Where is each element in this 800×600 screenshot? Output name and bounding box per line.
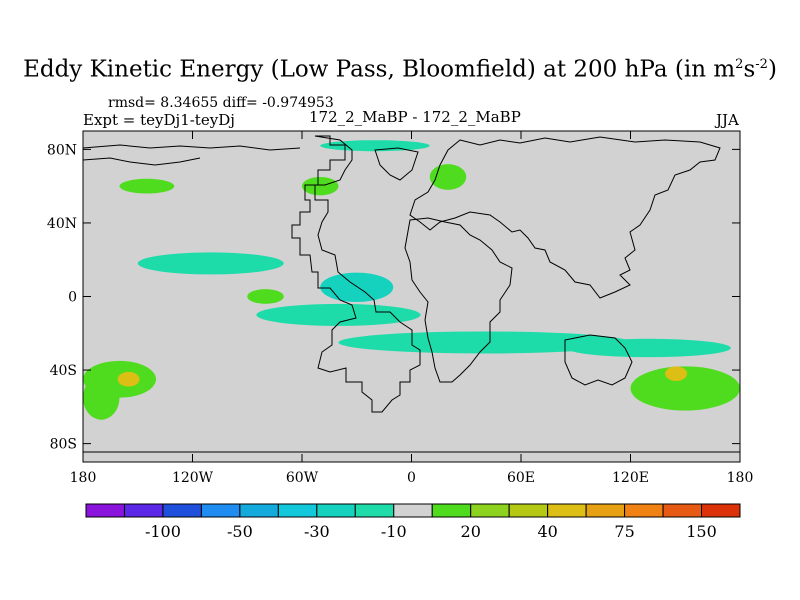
colorbar-box — [431, 503, 472, 518]
colorbar-box — [662, 503, 703, 518]
x-tick-label: 60E — [507, 470, 535, 486]
x-tick-label: 120W — [172, 470, 214, 486]
anomaly-region-13 — [117, 371, 140, 387]
y-tick-label: 0 — [68, 290, 77, 306]
colorbar-box — [701, 503, 741, 518]
y-axis: 80N 40N 0 40S 80S — [47, 142, 740, 453]
stats-label: rmsd= 8.34655 diff= -0.974953 — [108, 95, 334, 111]
colorbar-box — [200, 503, 241, 518]
anomaly-region-7 — [630, 366, 740, 411]
y-tick-label: 40S — [50, 363, 77, 379]
colorbar-box — [624, 503, 664, 518]
colorbar-box — [123, 503, 164, 518]
anomaly-region-3 — [137, 252, 284, 275]
x-tick-label: 180 — [727, 470, 754, 486]
colorbar-label: 75 — [614, 522, 634, 541]
colorbar-label: 40 — [537, 522, 557, 541]
colorbar-label: -50 — [227, 522, 253, 541]
x-tick-label: 180 — [70, 470, 97, 486]
anomaly-region-2 — [566, 338, 731, 358]
y-tick-label: 80N — [47, 142, 77, 158]
season-label: JJA — [716, 111, 739, 129]
coastline-eurasia — [409, 136, 721, 299]
colorbar-label: 150 — [686, 522, 717, 541]
colorbar-box — [277, 503, 318, 518]
colorbar-box — [585, 503, 626, 518]
anomaly-region-9 — [302, 176, 339, 196]
colorbar-label: -30 — [304, 522, 330, 541]
chart-title: Eddy Kinetic Energy (Low Pass, Bloomfiel… — [23, 56, 777, 83]
y-tick-label: 80S — [50, 437, 77, 453]
anomaly-region-8 — [429, 164, 467, 190]
colorbar-box — [393, 503, 433, 518]
colorbar-label: -10 — [381, 522, 407, 541]
x-axis: 180 120W 60W 0 60E 120E 180 — [70, 131, 754, 486]
anomaly-region-0 — [256, 303, 421, 326]
colorbar-box — [316, 503, 356, 518]
coastline-alaska — [83, 157, 201, 166]
colorbar-label: 20 — [461, 522, 481, 541]
colorbar: -100 -50 -30 -10 20 40 75 150 — [85, 503, 741, 541]
x-tick-label: 120E — [612, 470, 649, 486]
colorbar-box — [470, 503, 510, 518]
colorbar-box — [547, 503, 587, 518]
coastline-australia — [564, 334, 633, 386]
y-tick-label: 40N — [47, 216, 77, 232]
colorbar-box — [354, 503, 395, 518]
colorbar-box — [508, 503, 549, 518]
anomaly-region-11 — [247, 289, 284, 304]
coastline-arctic — [83, 144, 301, 151]
colorbar-box — [239, 503, 279, 518]
anomaly-region-10 — [119, 178, 175, 194]
anomaly-region-14 — [665, 366, 688, 382]
x-tick-label: 60W — [286, 470, 319, 486]
coastline-greenland — [374, 147, 419, 181]
map-background — [83, 131, 740, 462]
case-label: 172_2_MaBP - 172_2_MaBP — [309, 108, 521, 126]
coastline-americas — [291, 135, 421, 413]
coastline-africa — [404, 217, 513, 383]
colorbar-box — [162, 503, 202, 518]
anomaly-region-12 — [320, 272, 394, 303]
experiment-label: Expt = teyDj1-teyDj — [83, 111, 235, 129]
x-tick-label: 0 — [407, 470, 416, 486]
colorbar-label: -100 — [145, 522, 181, 541]
anomaly-region-6 — [83, 375, 120, 420]
colorbar-box — [85, 503, 125, 518]
